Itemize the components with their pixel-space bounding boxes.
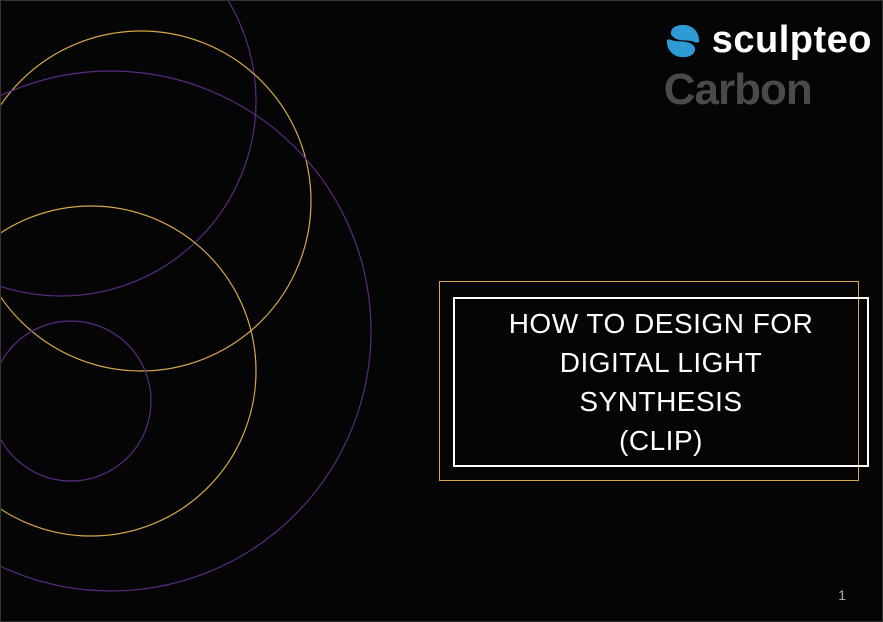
carbon-logo: Carbon [664, 68, 812, 112]
logo-block: sculpteo Carbon [664, 19, 872, 112]
sculpteo-icon [664, 22, 702, 60]
title-line-2: DIGITAL LIGHT SYNTHESIS [475, 343, 847, 421]
page-number: 1 [838, 587, 846, 603]
slide-title: HOW TO DESIGN FOR DIGITAL LIGHT SYNTHESI… [475, 304, 847, 461]
title-line-3: (CLIP) [475, 421, 847, 460]
sculpteo-logo: sculpteo [664, 19, 872, 62]
title-line-1: HOW TO DESIGN FOR [475, 304, 847, 343]
title-inner-frame: HOW TO DESIGN FOR DIGITAL LIGHT SYNTHESI… [453, 297, 869, 467]
sculpteo-text: sculpteo [712, 19, 872, 62]
